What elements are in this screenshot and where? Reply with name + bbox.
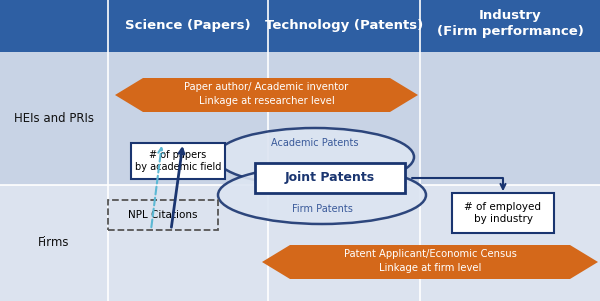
Text: # of employed
by industry: # of employed by industry: [464, 202, 542, 224]
FancyBboxPatch shape: [452, 193, 554, 233]
Bar: [0, 0, 600, 52]
Bar: [0, 52, 600, 185]
Text: Patent Applicant/Economic Census
Linkage at firm level: Patent Applicant/Economic Census Linkage…: [344, 250, 517, 273]
Text: Firms: Firms: [38, 237, 70, 250]
FancyBboxPatch shape: [108, 200, 218, 230]
Ellipse shape: [218, 166, 426, 224]
Text: Industry
(Firm performance): Industry (Firm performance): [437, 8, 583, 38]
Text: NPL Citations: NPL Citations: [128, 210, 198, 220]
Text: Paper author/ Academic inventor
Linkage at researcher level: Paper author/ Academic inventor Linkage …: [184, 82, 349, 106]
Text: Science (Papers): Science (Papers): [125, 20, 251, 33]
FancyBboxPatch shape: [255, 163, 405, 193]
Text: Firm Patents: Firm Patents: [292, 204, 352, 214]
Text: Technology (Patents): Technology (Patents): [265, 20, 423, 33]
Text: Joint Patents: Joint Patents: [285, 172, 375, 185]
Polygon shape: [115, 78, 418, 112]
Ellipse shape: [216, 128, 414, 186]
Polygon shape: [262, 245, 598, 279]
FancyBboxPatch shape: [131, 143, 225, 179]
Text: # of papers
by academic field: # of papers by academic field: [135, 150, 221, 172]
Text: HEIs and PRIs: HEIs and PRIs: [14, 112, 94, 125]
Text: Academic Patents: Academic Patents: [271, 138, 359, 148]
Bar: [0, 185, 600, 301]
